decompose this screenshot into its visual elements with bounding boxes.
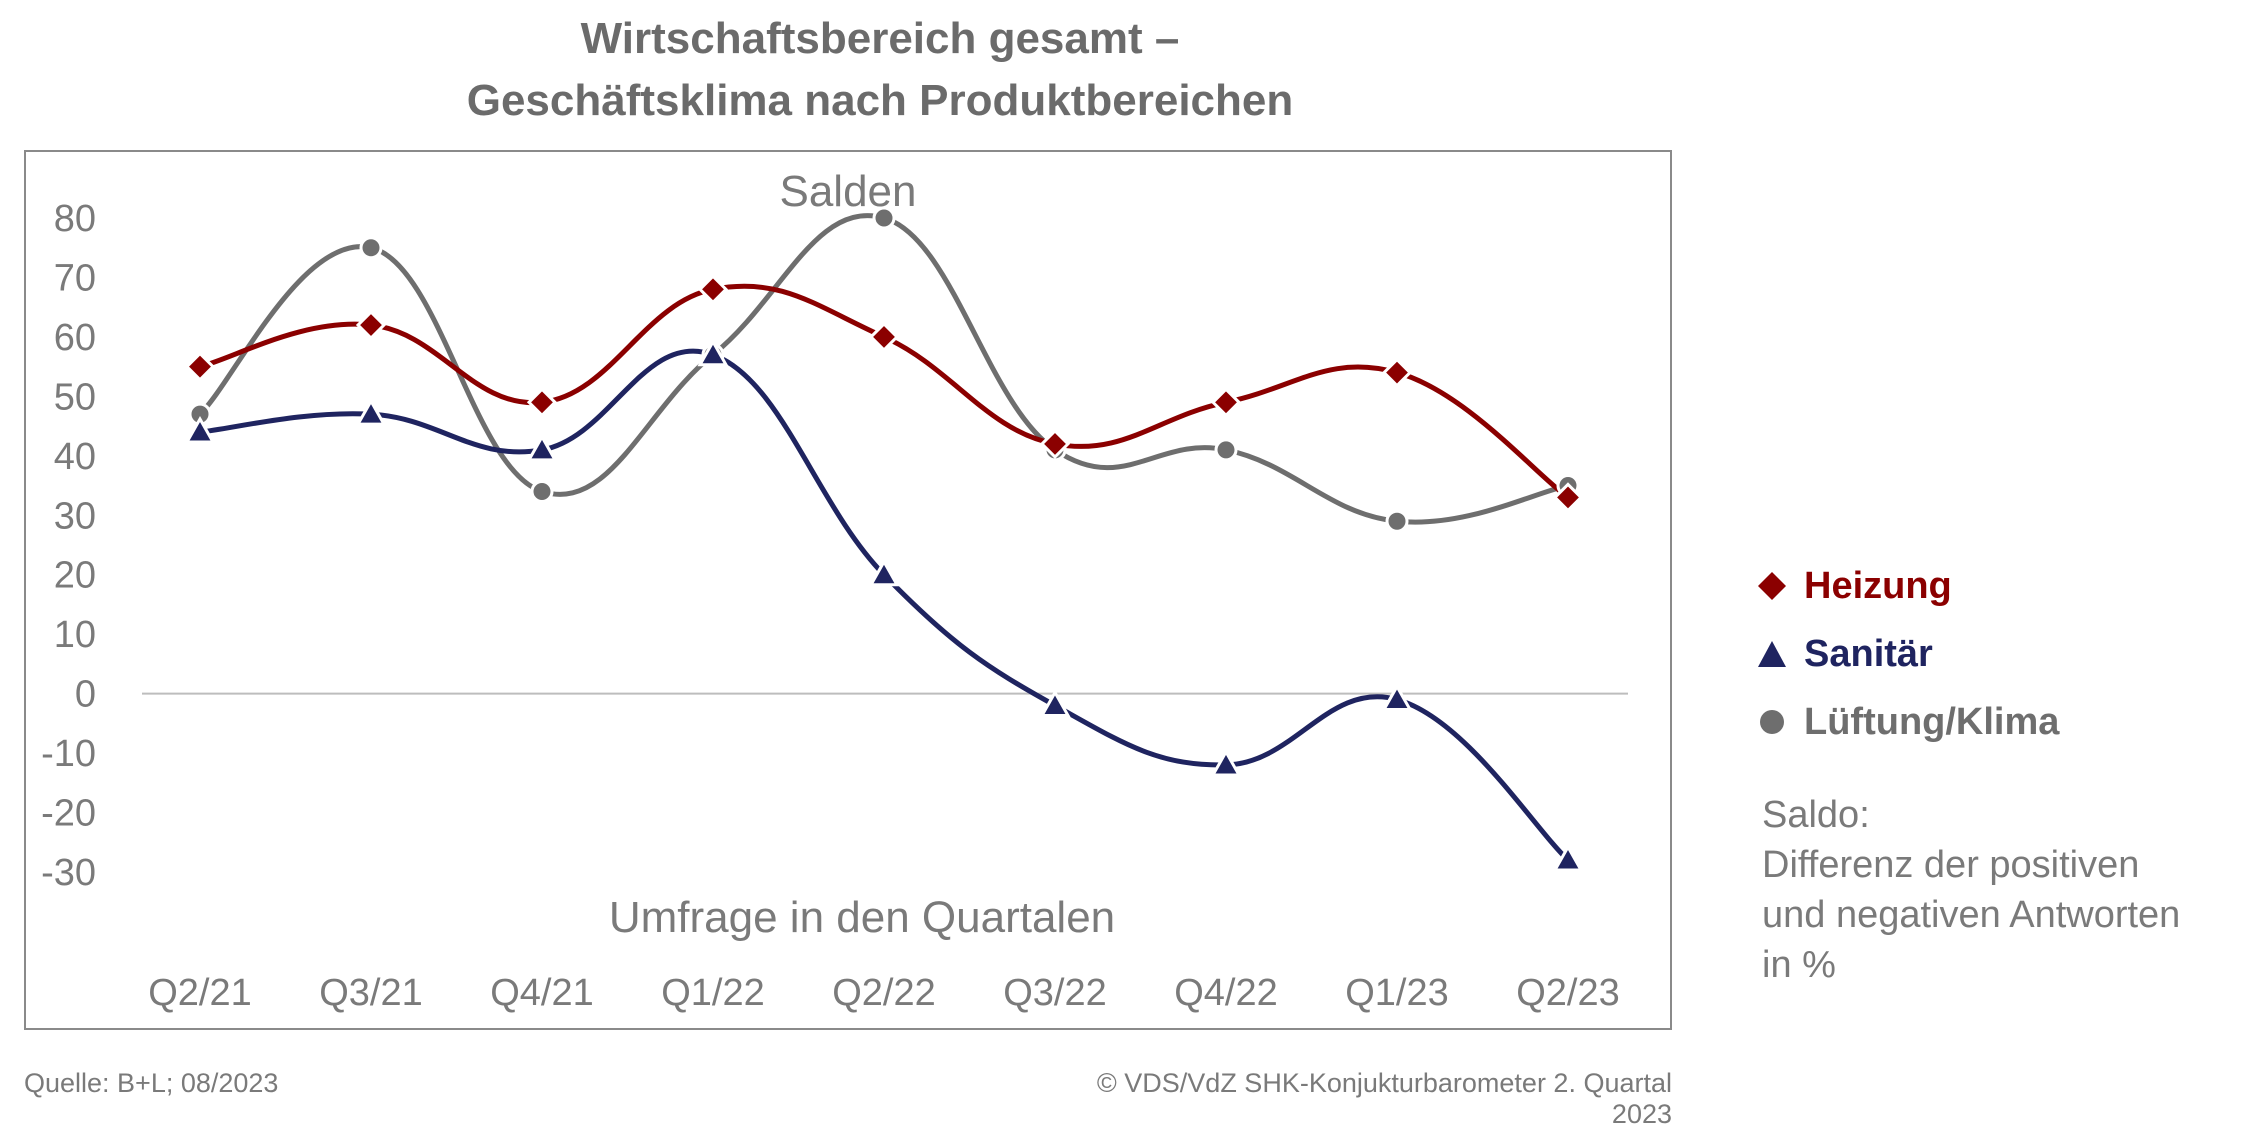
- data-point-lueftung-klima: [530, 479, 554, 503]
- data-point-sanitaer: [1552, 844, 1584, 872]
- y-tick-label: -20: [41, 793, 96, 835]
- data-point-sanitaer: [184, 415, 216, 444]
- y-tick-label: 60: [54, 317, 96, 359]
- x-tick-label: Q1/23: [1345, 972, 1449, 1014]
- triangle-icon: [1758, 641, 1786, 667]
- legend-item-heizung: Heizung: [1756, 552, 2059, 620]
- x-tick-label: Q2/21: [148, 972, 252, 1014]
- data-point-heizung: [1381, 357, 1413, 388]
- data-point-heizung: [184, 351, 216, 382]
- y-tick-label: 0: [75, 674, 96, 716]
- saldo-note-line1: Saldo:: [1762, 794, 1870, 836]
- x-tick-label: Q3/21: [319, 972, 423, 1014]
- legend: Heizung Sanitär Lüftung/Klima: [1756, 552, 2059, 756]
- series-line-heizung: [197, 283, 1571, 500]
- saldo-note-line4: in %: [1762, 944, 1836, 986]
- y-tick-label: 50: [54, 376, 96, 418]
- data-point-lueftung-klima: [1214, 438, 1238, 462]
- data-point-heizung: [697, 274, 729, 305]
- diamond-icon: [1758, 572, 1786, 600]
- data-point-lueftung-klima: [359, 236, 383, 260]
- data-point-heizung: [526, 387, 558, 418]
- x-axis-label: Umfrage in den Quartalen: [609, 893, 1115, 942]
- x-tick-label: Q4/21: [490, 972, 594, 1014]
- plot-frame: [24, 150, 1672, 1030]
- chart-title-line1: Wirtschaftsbereich gesamt –: [580, 14, 1180, 63]
- data-point-heizung: [1210, 387, 1242, 418]
- series-line-lueftung-klima: [197, 213, 1571, 525]
- saldo-note: Saldo: Differenz der positiven und negat…: [1762, 790, 2232, 990]
- data-point-sanitaer: [1210, 748, 1242, 777]
- data-point-sanitaer: [526, 433, 558, 462]
- x-tick-label: Q3/22: [1003, 972, 1107, 1014]
- plot-title: Salden: [779, 167, 916, 216]
- x-tick-label: Q4/22: [1174, 972, 1278, 1014]
- y-tick-label: 20: [54, 555, 96, 597]
- legend-item-lueftung-klima: Lüftung/Klima: [1756, 688, 2059, 756]
- y-tick-label: 40: [54, 436, 96, 478]
- y-tick-label: 30: [54, 495, 96, 537]
- x-tick-label: Q2/22: [832, 972, 936, 1014]
- y-tick-label: 70: [54, 257, 96, 299]
- saldo-note-line3: und negativen Antworten: [1762, 894, 2181, 936]
- data-point-heizung: [868, 321, 900, 353]
- legend-label-lueftung-klima: Lüftung/Klima: [1804, 700, 2060, 743]
- chart-title: Wirtschaftsbereich gesamt – Geschäftskli…: [0, 8, 1760, 132]
- data-point-sanitaer: [355, 398, 387, 426]
- chart-title-line2: Geschäftsklima nach Produktbereichen: [466, 76, 1294, 125]
- data-point-sanitaer: [1381, 683, 1413, 712]
- y-tick-label: 80: [54, 198, 96, 240]
- copyright-note: © VDS/VdZ SHK-Konjukturbarometer 2. Quar…: [1096, 1068, 1672, 1129]
- legend-label-heizung: Heizung: [1804, 564, 1952, 607]
- circle-icon: [1760, 710, 1784, 734]
- x-tick-label: Q2/23: [1516, 972, 1620, 1014]
- data-point-lueftung-klima: [872, 206, 896, 230]
- y-tick-label: -30: [41, 852, 96, 894]
- y-tick-label: -10: [41, 733, 96, 775]
- series-line-sanitaer: [197, 348, 1571, 863]
- legend-item-sanitaer: Sanitär: [1756, 620, 2059, 688]
- data-point-heizung: [1039, 428, 1071, 460]
- data-point-lueftung-klima: [1385, 509, 1409, 533]
- data-point-heizung: [1552, 482, 1584, 513]
- y-tick-label: 10: [54, 614, 96, 656]
- data-point-sanitaer: [1039, 689, 1071, 717]
- source-note: Quelle: B+L; 08/2023: [24, 1068, 279, 1098]
- saldo-note-line2: Differenz der positiven: [1762, 844, 2140, 886]
- data-point-heizung: [355, 309, 387, 341]
- data-point-sanitaer: [697, 338, 729, 367]
- legend-label-sanitaer: Sanitär: [1804, 632, 1933, 675]
- data-point-sanitaer: [868, 558, 900, 587]
- x-tick-label: Q1/22: [661, 972, 765, 1014]
